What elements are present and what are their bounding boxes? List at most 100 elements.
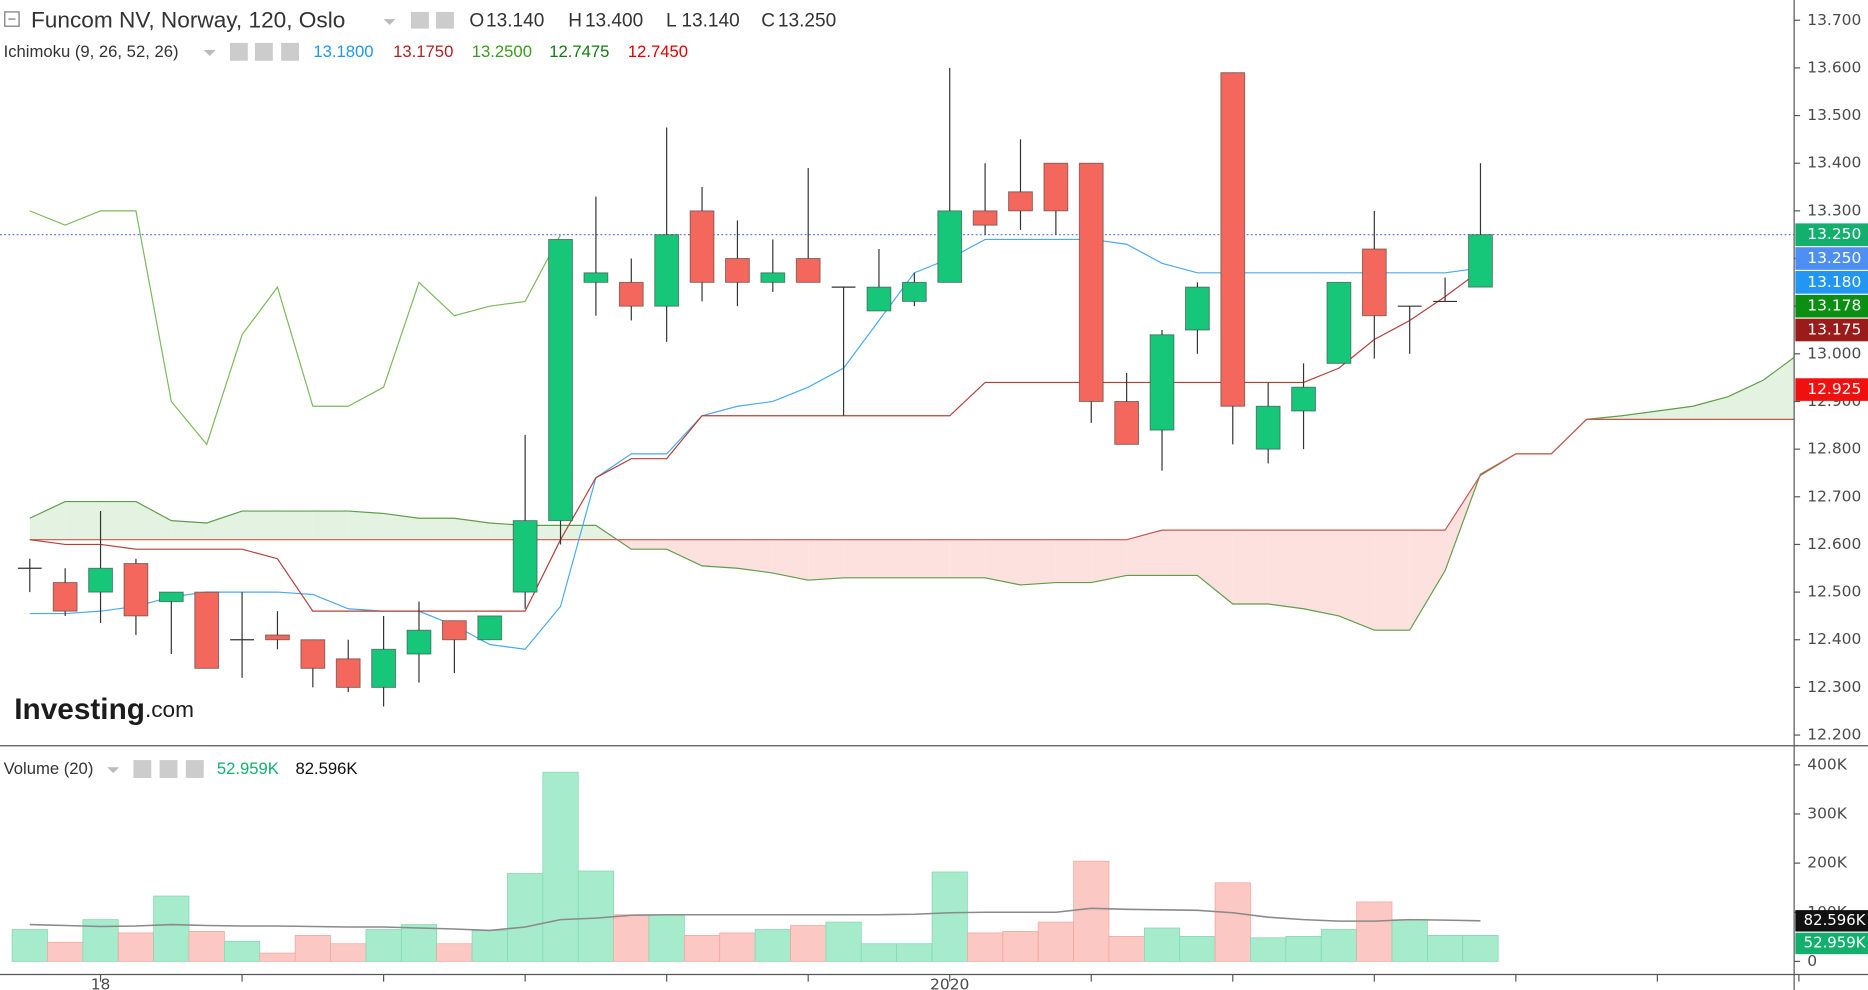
cloud-fill (702, 539, 738, 569)
ohlc-key: O (469, 10, 484, 31)
volume-bar (1214, 882, 1251, 962)
volume-bar (507, 873, 544, 962)
volume-bar (259, 952, 296, 962)
volume-bar (294, 935, 331, 962)
cloud-fill (1091, 539, 1127, 583)
cloud-fill (135, 501, 172, 540)
price-tag (1795, 294, 1868, 318)
cloud-fill (1338, 530, 1375, 631)
dropdown-icon[interactable] (107, 767, 120, 774)
y-tick-label: 13.300 (1807, 201, 1861, 219)
cloud-fill (1197, 530, 1233, 605)
eye-icon[interactable] (133, 760, 152, 778)
indicator-name: Ichimoku (9, 26, 52, 26) (4, 42, 179, 61)
volume-bar (577, 870, 614, 962)
close-icon[interactable] (185, 760, 204, 778)
cloud-fill (1303, 530, 1339, 616)
x-tick-label: 2020 (930, 976, 969, 990)
settings-icon[interactable] (436, 11, 454, 29)
y-tick-label: 13.700 (1807, 11, 1861, 29)
candle-body (335, 658, 361, 688)
watermark: Investing.com (14, 693, 194, 726)
dropdown-icon[interactable] (383, 19, 396, 26)
eye-icon[interactable] (411, 11, 429, 29)
volume-bar (436, 943, 473, 962)
volume-bar (754, 929, 791, 962)
volume-bar (825, 921, 862, 962)
candle-body (618, 281, 644, 307)
candle-body (901, 281, 927, 302)
cloud-fill (1055, 539, 1092, 583)
cloud-fill (772, 539, 809, 581)
cloud-fill (242, 511, 278, 540)
y-tick-label: 400K (1807, 755, 1848, 773)
ohlc-key: L (666, 10, 677, 31)
close-icon[interactable] (281, 42, 300, 61)
candle-body (1149, 334, 1175, 431)
y-tick-label: 12.700 (1807, 487, 1861, 505)
dropdown-icon[interactable] (203, 50, 216, 56)
candle-body (1185, 286, 1210, 331)
cloud-fill (171, 520, 207, 540)
volume-bar (542, 771, 579, 962)
candle-body (123, 563, 149, 617)
volume-bar (1037, 921, 1074, 962)
legend-value: 13.1750 (393, 42, 453, 61)
cloud-fill (914, 539, 950, 578)
price-tag (1795, 247, 1868, 270)
volume-bar (224, 940, 261, 962)
price-tag (1795, 318, 1868, 342)
candle-body (441, 620, 467, 641)
cloud-fill (666, 539, 703, 566)
cloud-fill (29, 501, 66, 540)
volume-bar (1143, 927, 1181, 962)
cloud-fill (878, 539, 915, 578)
ohlc-value: 13.250 (778, 10, 836, 31)
settings-icon[interactable] (254, 42, 273, 61)
candle-body (194, 591, 220, 669)
volume-bar (719, 932, 756, 962)
candle-body (937, 210, 963, 283)
legend-value: 82.596K (295, 759, 357, 778)
y-tick-label: 12.600 (1807, 535, 1861, 553)
indicator-legend: 13.1800 13.1750 13.2500 12.7475 12.7450 (313, 42, 688, 61)
candle-body (1078, 162, 1104, 402)
cloud-fill (1162, 530, 1198, 576)
cloud-fill (206, 511, 243, 540)
y-tick-label: 12.500 (1807, 583, 1861, 601)
price-tag-label: 13.180 (1807, 273, 1861, 291)
volume-bar (860, 943, 898, 962)
watermark-suffix: .com (145, 697, 194, 722)
volume-bar (790, 925, 827, 962)
cloud-fill (843, 539, 879, 578)
indicator-line (29, 210, 562, 446)
volume-tag (1795, 910, 1868, 932)
cloud-fill (985, 539, 1021, 585)
y-tick-label: 13.600 (1807, 58, 1861, 76)
price-tag (1795, 223, 1868, 247)
volume-bar (1250, 937, 1287, 962)
volume-bar (1002, 931, 1039, 962)
ohlc-value: 13.140 (486, 10, 544, 31)
volume-bar (1179, 935, 1216, 962)
candle-body (371, 648, 396, 688)
cloud-fill (949, 539, 986, 578)
candle-body (477, 615, 503, 641)
candle-body (1008, 191, 1033, 212)
cloud-fill (312, 511, 349, 540)
cloud-fill (418, 518, 455, 540)
candle-body (760, 272, 786, 283)
cloud-fill (631, 539, 667, 550)
cloud-fill (560, 525, 596, 540)
candle-body (654, 234, 680, 307)
settings-icon[interactable] (159, 760, 178, 778)
eye-icon[interactable] (229, 42, 248, 61)
candle-body (583, 272, 609, 283)
cloud-fill (1374, 530, 1410, 631)
candle-body (1255, 405, 1281, 450)
volume-bar (967, 932, 1004, 962)
candle-body (1220, 72, 1246, 407)
cloud-fill (1268, 530, 1304, 609)
